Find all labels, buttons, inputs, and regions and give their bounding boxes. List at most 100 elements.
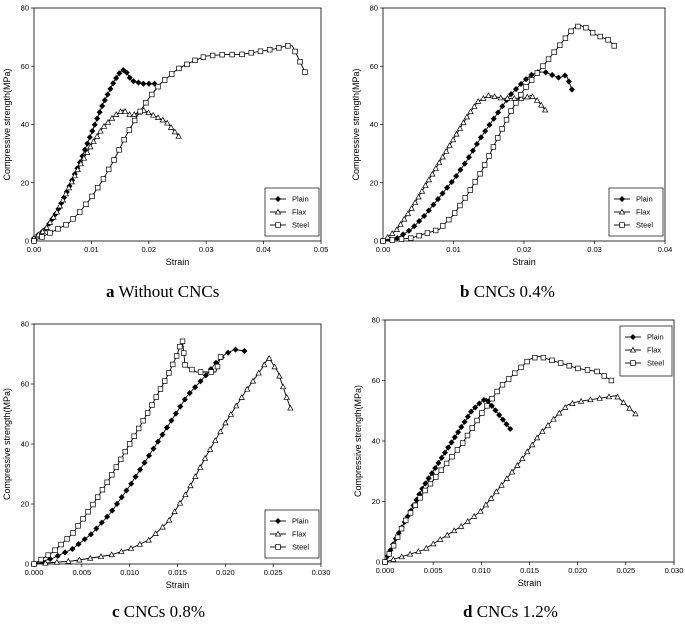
data-point-steel [31,561,37,567]
data-point-steel [494,388,500,395]
y-axis-label: Compressive strength(MPa) [351,68,361,180]
data-point-plain [232,346,239,353]
data-point-plain [444,184,451,191]
data-point-flax [154,114,162,120]
series-flax [381,393,639,565]
data-point-plain [104,91,111,98]
data-point-plain [441,449,449,456]
legend-marker-flax [618,208,626,215]
data-point-steel [398,525,405,532]
data-point-plain [561,72,569,79]
data-point-plain [101,97,108,104]
data-point-steel [513,100,519,106]
data-point-flax [406,550,414,557]
data-point-steel [122,448,128,455]
data-point-plain [507,425,514,432]
data-point-plain [87,531,94,538]
data-point-plain [499,416,506,423]
data-point-plain [197,378,204,385]
y-tick-label: 0 [25,237,29,246]
data-point-steel [472,179,478,185]
data-point-steel [528,77,535,83]
data-point-steel [611,43,617,49]
data-point-flax [71,172,78,179]
data-point-steel [457,202,463,209]
data-point-steel [568,28,574,34]
y-tick-label: 40 [370,120,378,129]
data-point-steel [589,30,596,36]
data-point-flax [65,184,73,191]
data-point-flax [508,468,516,475]
data-point-steel [583,25,589,31]
data-point-plain [62,549,69,556]
data-point-steel [75,523,81,529]
data-point-steel [495,135,501,141]
data-point-flax [112,111,120,117]
data-point-steel [47,230,53,236]
data-point-steel [408,235,414,241]
y-tick-label: 60 [21,62,29,71]
data-point-plain [549,71,556,78]
data-point-steel [551,49,557,55]
data-point-steel [214,363,221,370]
data-point-flax [287,404,294,411]
legend-label-steel: Steel [292,543,309,552]
legend-marker-flax [629,346,637,353]
data-point-flax [108,114,116,121]
data-point-steel [505,376,512,382]
x-tick-label: 0.015 [520,566,539,575]
data-point-steel [557,360,564,366]
data-point-plain [141,459,148,466]
data-point-plain [458,424,465,431]
data-point-steel [427,481,434,487]
data-point-flax [439,153,446,160]
data-point-flax [167,124,175,130]
data-point-plain [503,421,510,428]
caption-c: c CNCs 0.8% [112,602,205,622]
data-point-steel [239,51,245,58]
data-point-flax [418,187,426,194]
data-point-flax [423,544,430,551]
data-point-steel [403,517,409,524]
data-point-plain [84,140,91,147]
series-flax [30,354,294,567]
data-point-steel [597,33,603,40]
data-point-steel [446,216,452,223]
data-point-flax [279,383,287,390]
legend-marker-plain [274,517,282,525]
data-point-flax [249,377,257,384]
series-plain [379,69,575,245]
data-point-flax [104,118,112,125]
data-point-steel [292,48,298,55]
y-tick-label: 80 [21,320,29,329]
data-point-steel [594,368,600,375]
data-point-flax [415,548,422,554]
data-point-flax [53,208,61,215]
data-point-plain [405,227,412,234]
legend: Plain Flax Steel [264,509,320,559]
data-point-flax [429,170,436,177]
y-tick-label: 40 [21,440,29,449]
data-point-flax [53,558,61,565]
data-point-flax [121,108,129,114]
legend-label-steel: Steel [647,359,664,368]
data-point-plain [181,396,188,403]
data-point-plain [453,172,460,180]
x-tick-label: 0.025 [616,566,635,575]
y-tick-label: 20 [372,497,380,506]
data-point-flax [503,475,511,482]
data-point-flax [443,531,451,538]
data-point-steel [89,193,95,200]
x-axis-label: Strain [166,257,190,267]
data-point-steel [518,92,524,98]
data-point-flax [404,210,412,217]
data-point-steel [149,402,155,408]
data-point-flax [432,165,439,171]
legend: Plain Flax Steel [264,187,320,237]
caption-d: d CNCs 1.2% [463,602,558,622]
data-point-flax [446,142,453,148]
data-point-flax [464,518,471,524]
data-point-steel [412,502,418,509]
data-point-steel [137,108,143,115]
